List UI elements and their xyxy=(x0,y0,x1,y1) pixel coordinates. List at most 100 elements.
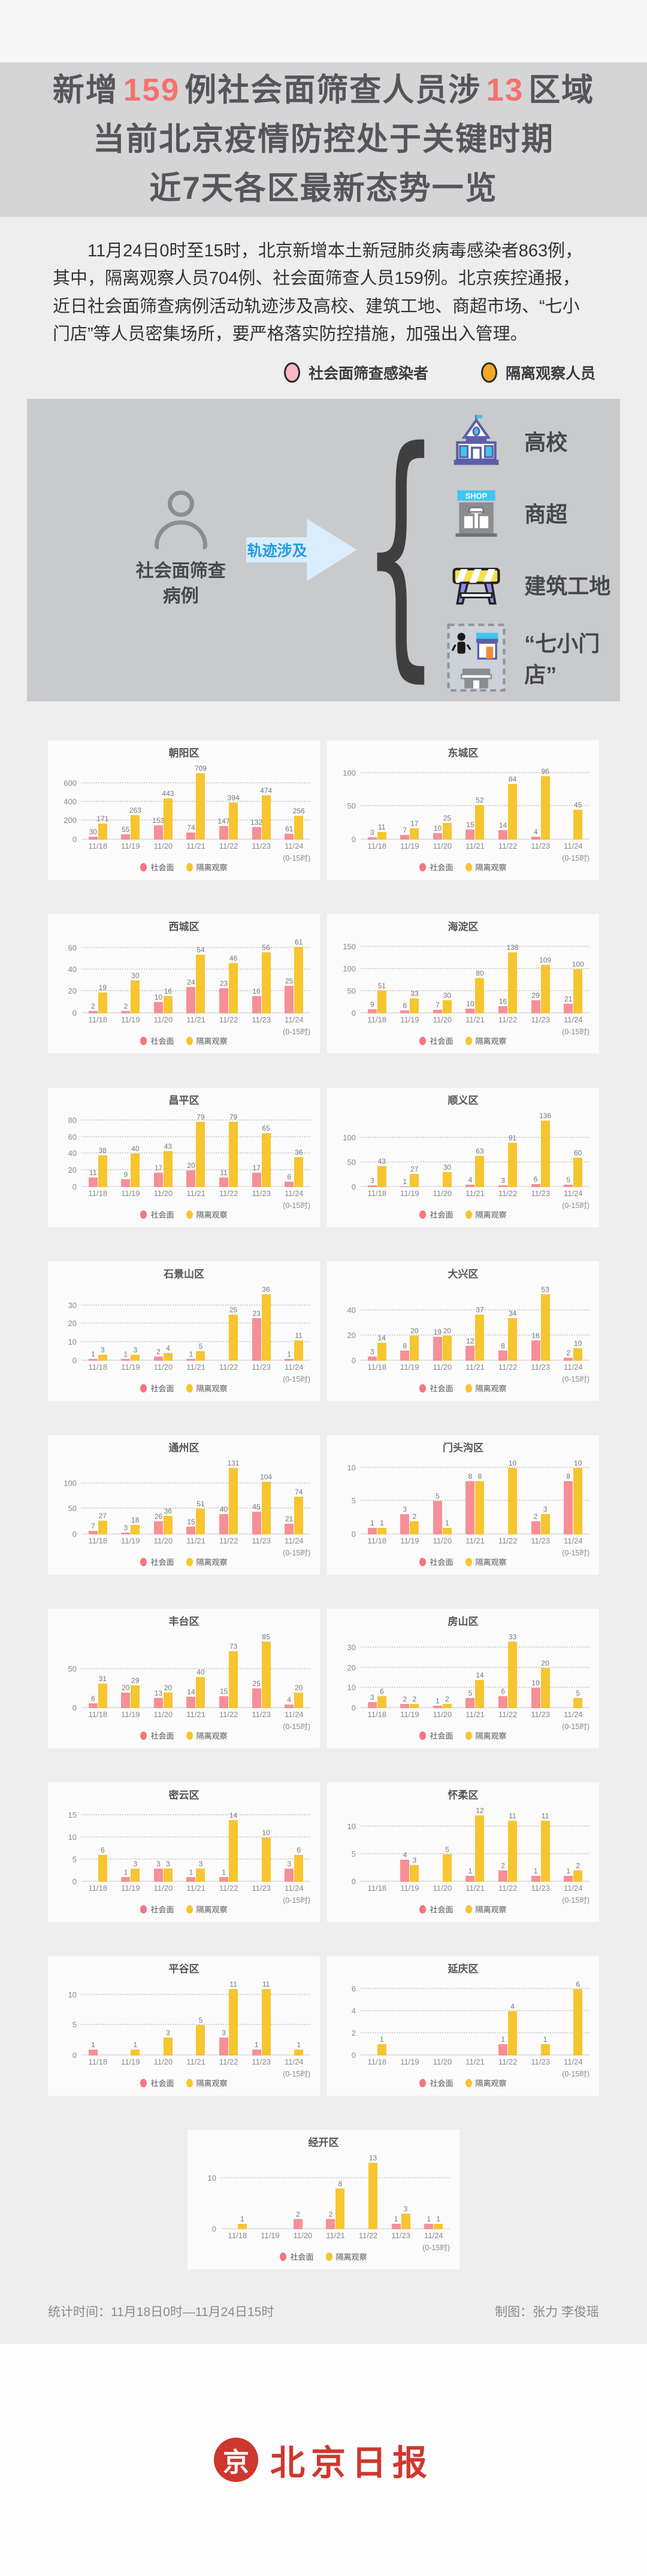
bar xyxy=(367,837,377,840)
bar-value-label: 131 xyxy=(227,1459,240,1468)
y-tick-label: 0 xyxy=(351,1529,356,1539)
chart-title: 门头沟区 xyxy=(443,1442,483,1454)
x-tick-label: 11/19 xyxy=(400,841,419,851)
x-tick-label: 11/22 xyxy=(498,1015,518,1025)
chart-card-石景山区: 石景山区 0 10 20 30 1 3 1 3 2 4 1 5 25 23 36 1 11 11/18 11/19 11… xyxy=(48,1261,320,1401)
bar-value-label: 54 xyxy=(196,945,205,954)
quarantine-bar: 131 xyxy=(228,1459,240,1534)
x-tick-label: 11/23 xyxy=(252,1015,271,1025)
social-bar: 9 xyxy=(121,1170,131,1187)
bar-value-label: 13 xyxy=(154,1688,163,1697)
social-bar: 10 xyxy=(153,993,163,1013)
x-tick-label: 11/19 xyxy=(400,1536,419,1546)
social-bar: 11 xyxy=(88,1169,98,1187)
x-axis-labels: 11/18 11/19 11/20 11/21 11/22 11/23 11/24 xyxy=(81,1362,310,1373)
bar xyxy=(88,2049,98,2056)
social-bar: 153 xyxy=(152,816,164,840)
bar xyxy=(196,1868,205,1882)
quarantine-bar: 96 xyxy=(540,767,550,840)
y-tick-label: 40 xyxy=(347,1306,356,1315)
bar-value-label: 4 xyxy=(287,1696,291,1705)
x-tick-label: 11/19 xyxy=(121,841,140,851)
bar-value-label: 15 xyxy=(219,1687,228,1696)
bar-value-label: 91 xyxy=(508,1133,517,1142)
bar xyxy=(531,1521,540,1534)
social-bar: 1 xyxy=(121,1868,131,1882)
x-tick-label: 11/24 xyxy=(284,1363,304,1372)
bar xyxy=(121,1179,131,1187)
bar-group-11/24: 5 xyxy=(564,1689,583,1708)
quarantine-dot-icon xyxy=(186,1557,193,1566)
x-tick-label: 11/18 xyxy=(367,1710,387,1720)
bar xyxy=(465,1697,475,1708)
chart-legend-label: 隔离观察 xyxy=(475,863,507,873)
y-tick-label: 0 xyxy=(72,2050,77,2060)
x-tick-label: 11/20 xyxy=(153,1363,173,1372)
social-bar: 2 xyxy=(498,1861,508,1882)
bar-value-label: 60 xyxy=(573,1148,582,1157)
chart-legend-social: 社会面 xyxy=(140,1382,174,1394)
quarantine-dot-icon xyxy=(465,2078,472,2087)
social-bar: 5 xyxy=(433,1492,442,1534)
x-tick-label: 11/21 xyxy=(186,1363,205,1372)
bar xyxy=(186,1170,196,1187)
x-tick-label: 11/20 xyxy=(153,1710,173,1720)
y-tick-label: 10 xyxy=(68,1833,77,1842)
chart-card-房山区: 房山区 0 10 20 30 3 6 2 2 1 2 5 14 6 33 10 20 5 11/18 11/19 11/… xyxy=(327,1608,599,1748)
bar-value-label: 80 xyxy=(476,968,484,977)
chart-legend-label: 隔离观察 xyxy=(475,2079,507,2088)
bar-group-11/23: 1 11 xyxy=(252,1980,271,2056)
gridline xyxy=(81,1836,310,1838)
bar-group-11/22: 13 xyxy=(359,2154,378,2229)
chart-legend: 社会面 隔离观察 xyxy=(55,1035,313,1047)
y-tick-label: 0 xyxy=(72,1355,77,1365)
y-tick-label: 50 xyxy=(68,1504,77,1513)
bar-value-label: 6 xyxy=(403,1001,407,1010)
x-axis-note: (0-15时) xyxy=(283,1896,310,1905)
chart-card-西城区: 西城区 0 20 40 60 2 19 2 30 10 16 24 54 23 46 16 56 25 61 11/1… xyxy=(48,913,320,1054)
bar xyxy=(465,1185,475,1187)
quarantine-bar: 2 xyxy=(410,1512,419,1534)
bar-group-11/22: 25 xyxy=(219,1306,238,1361)
gridline xyxy=(81,1119,310,1121)
bar-value-label: 8 xyxy=(501,1341,505,1350)
bar xyxy=(196,1121,205,1187)
y-tick-label: 20 xyxy=(68,1319,77,1328)
bar-group-11/19: 8 20 xyxy=(400,1327,419,1361)
bar xyxy=(508,952,518,1013)
y-tick-label: 50 xyxy=(347,986,356,995)
x-axis-note: (0-15时) xyxy=(283,1548,310,1557)
social-dot-icon xyxy=(140,862,147,871)
bar-value-label: 8 xyxy=(338,2179,343,2188)
x-tick-label: 11/23 xyxy=(531,841,550,851)
bar xyxy=(163,2037,173,2056)
chart-title: 朝阳区 xyxy=(168,747,199,759)
bars-area: 1 1 3 2 5 1 8 8 10 2 3 8 10 xyxy=(361,1459,589,1534)
y-tick-label: 0 xyxy=(72,834,77,844)
bar-group-11/18: 1 xyxy=(368,2035,386,2056)
bar-value-label: 16 xyxy=(164,986,173,995)
x-axis-labels: 11/18 11/19 11/20 11/21 11/22 11/23 11/24 xyxy=(361,1362,589,1373)
bar xyxy=(424,2224,434,2229)
quarantine-bar: 3 xyxy=(163,2029,173,2056)
x-tick-label: 11/23 xyxy=(252,841,271,851)
bar xyxy=(508,1642,518,1708)
bar xyxy=(294,947,304,1013)
footer-bar: 统计时间：11月18日0时—11月24日15时 制图：张力 李俊瑶 xyxy=(48,2302,599,2320)
bar xyxy=(367,1185,377,1187)
quarantine-bar: 12 xyxy=(475,1806,485,1882)
x-axis-labels: 11/18 11/19 11/20 11/21 11/22 11/23 11/24 xyxy=(81,1709,310,1720)
social-bar: 15 xyxy=(465,821,475,840)
social-bar: 3 xyxy=(219,2029,229,2056)
bar-group-11/18: 1 xyxy=(228,2215,247,2229)
social-bar: 3 xyxy=(498,1176,508,1187)
bar xyxy=(377,991,386,1013)
bar xyxy=(163,1868,173,1882)
chart-plot: 0 10 1 2 2 8 13 1 3 1 1 xyxy=(195,2154,452,2233)
x-axis-note: (0-15时) xyxy=(422,2243,450,2252)
bar xyxy=(285,834,294,840)
chart-legend-social: 社会面 xyxy=(419,1209,453,1220)
bar-value-label: 14 xyxy=(498,821,507,830)
bar-group-11/23: 4 96 xyxy=(531,767,550,840)
y-tick-label: 5 xyxy=(72,2020,77,2030)
